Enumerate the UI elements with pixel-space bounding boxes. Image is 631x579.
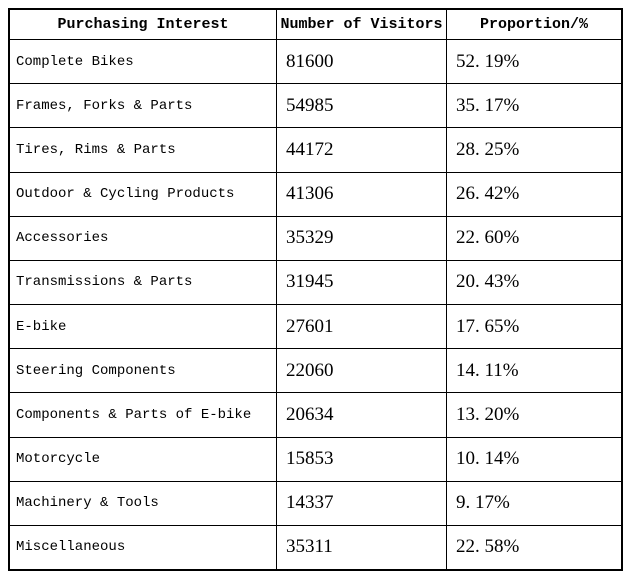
table-row: Machinery & Tools 14337 9. 17% xyxy=(10,481,621,526)
header-purchasing-interest: Purchasing Interest xyxy=(10,10,277,39)
header-proportion: Proportion/% xyxy=(479,16,589,33)
cell-number-of-visitors: 14337 xyxy=(277,481,447,525)
table-row: Components & Parts of E-bike 20634 13. 2… xyxy=(10,393,621,438)
table-row: Motorcycle 15853 10. 14% xyxy=(10,437,621,482)
cell-purchasing-interest: Machinery & Tools xyxy=(10,481,277,525)
cell-purchasing-interest: Components & Parts of E-bike xyxy=(10,393,277,437)
cell-proportion: 13. 20% xyxy=(456,403,520,425)
cell-purchasing-interest: Frames, Forks & Parts xyxy=(10,84,277,128)
cell-proportion: 9. 17% xyxy=(456,492,510,514)
cell-proportion: 10. 14% xyxy=(456,448,520,470)
cell-number-of-visitors: 22060 xyxy=(277,349,447,393)
table-row: E-bike 27601 17. 65% xyxy=(10,305,621,350)
purchasing-interest-table: Purchasing Interest Number of Visitors P… xyxy=(8,8,623,571)
cell-purchasing-interest: Accessories xyxy=(10,216,277,260)
cell-number-of-visitors: 35311 xyxy=(277,525,447,570)
cell-number-of-visitors: 44172 xyxy=(277,128,447,172)
cell-purchasing-interest: Steering Components xyxy=(10,349,277,393)
cell-purchasing-interest: Complete Bikes xyxy=(10,40,277,84)
cell-number-of-visitors: 15853 xyxy=(277,437,447,481)
cell-purchasing-interest: Outdoor & Cycling Products xyxy=(10,172,277,216)
cell-number-of-visitors: 41306 xyxy=(277,172,447,216)
cell-proportion: 17. 65% xyxy=(456,315,520,337)
cell-proportion: 35. 17% xyxy=(456,94,520,116)
table-row: Miscellaneous 35311 22. 58% xyxy=(10,525,621,570)
cell-proportion: 14. 11% xyxy=(456,359,519,381)
cell-purchasing-interest: E-bike xyxy=(10,305,277,349)
table-row: Frames, Forks & Parts 54985 35. 17% xyxy=(10,84,621,129)
cell-number-of-visitors: 31945 xyxy=(277,260,447,305)
header-number-of-visitors: Number of Visitors xyxy=(277,10,447,39)
table-row: Outdoor & Cycling Products 41306 26. 42% xyxy=(10,172,621,217)
cell-purchasing-interest: Motorcycle xyxy=(10,437,277,481)
cell-proportion: 52. 19% xyxy=(456,50,520,72)
table-row: Accessories 35329 22. 60% xyxy=(10,216,621,261)
table-row: Complete Bikes 81600 52. 19% xyxy=(10,40,621,85)
table-row: Steering Components 22060 14. 11% xyxy=(10,349,621,394)
cell-proportion: 20. 43% xyxy=(456,271,520,293)
table-header-row: Purchasing Interest Number of Visitors P… xyxy=(10,10,621,40)
cell-number-of-visitors: 54985 xyxy=(277,84,447,128)
cell-proportion: 22. 58% xyxy=(456,536,520,558)
table-row: Transmissions & Parts 31945 20. 43% xyxy=(10,260,621,306)
cell-purchasing-interest: Miscellaneous xyxy=(10,525,277,570)
cell-number-of-visitors: 81600 xyxy=(277,40,447,84)
table-row: Tires, Rims & Parts 44172 28. 25% xyxy=(10,128,621,173)
cell-purchasing-interest: Transmissions & Parts xyxy=(10,260,277,305)
cell-proportion: 28. 25% xyxy=(456,138,520,160)
cell-number-of-visitors: 27601 xyxy=(277,305,447,349)
cell-proportion: 26. 42% xyxy=(456,183,520,205)
cell-number-of-visitors: 35329 xyxy=(277,216,447,260)
cell-purchasing-interest: Tires, Rims & Parts xyxy=(10,128,277,172)
cell-proportion: 22. 60% xyxy=(456,227,520,249)
cell-number-of-visitors: 20634 xyxy=(277,393,447,437)
